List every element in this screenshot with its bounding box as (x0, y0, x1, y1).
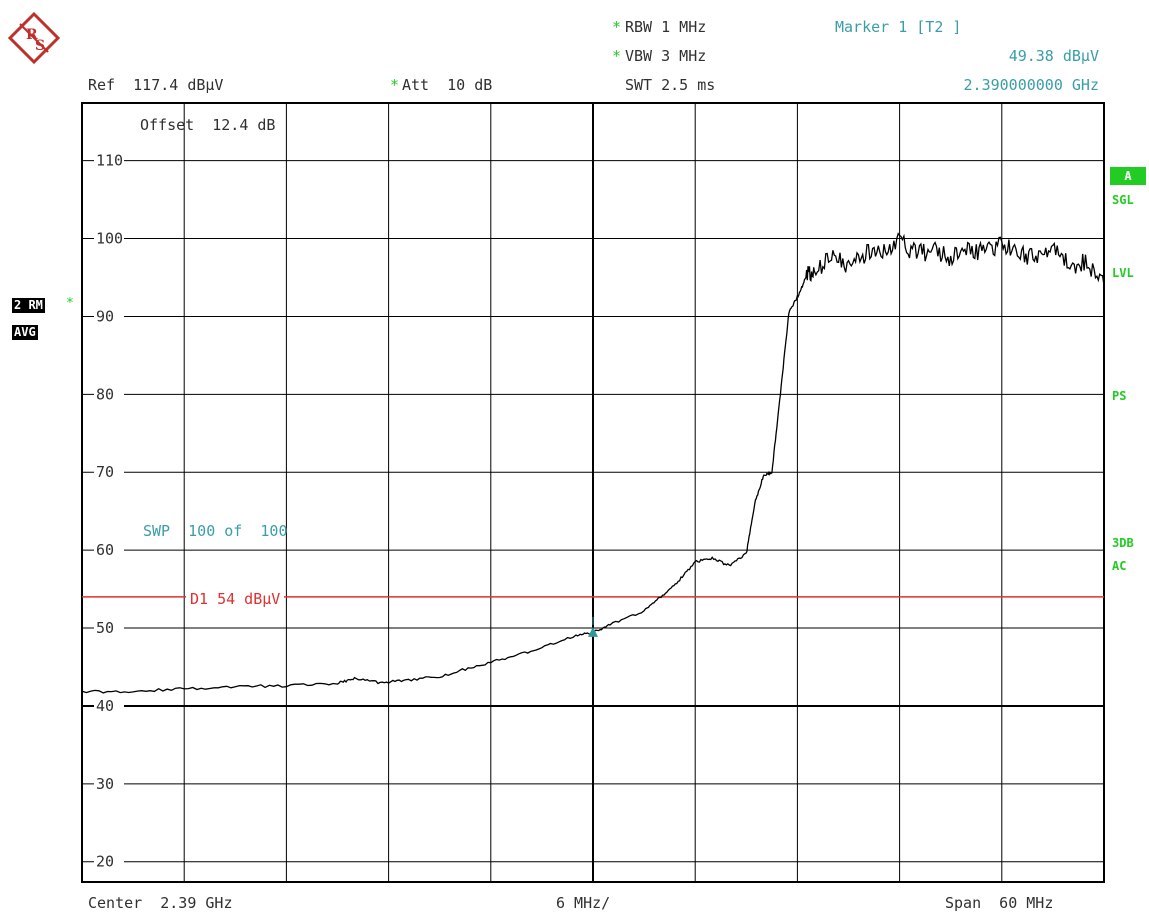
offset-label: Offset 12.4 dB (140, 116, 276, 134)
vbw: VBW 3 MHz (625, 47, 707, 65)
rbw: RBW 1 MHz (625, 18, 707, 36)
span: Span 60 MHz (945, 894, 1054, 912)
attenuation: Att 10 dB (402, 76, 493, 94)
grid (81, 102, 1105, 883)
status-ps: PS (1112, 389, 1127, 403)
marker-title: Marker 1 [T2 ] (835, 18, 962, 36)
status-ac: AC (1112, 559, 1127, 573)
rs-logo-icon: R S (7, 11, 61, 65)
sweep-time: SWT 2.5 ms (625, 76, 716, 94)
y-tick-label: 50 (96, 619, 114, 637)
y-tick-label: 100 (96, 230, 123, 248)
marker-level: 49.38 dBµV (1008, 47, 1099, 65)
y-tick-label: 90 (96, 307, 114, 325)
marker-1 (588, 616, 598, 637)
y-tick-label: 30 (96, 775, 114, 793)
status-a-badge: A (1110, 167, 1146, 185)
y-tick-label: 60 (96, 541, 114, 559)
marker-symbol (588, 626, 598, 637)
status-3db: 3DB (1112, 536, 1134, 550)
trace-avg-badge: AVG (12, 325, 38, 340)
ref-level: Ref 117.4 dBµV (88, 76, 224, 94)
marker-frequency: 2.390000000 GHz (963, 76, 1099, 94)
trace-rm-badge: 2 RM (12, 298, 45, 313)
y-tick-label: 80 (96, 385, 114, 403)
trace-line (81, 232, 1105, 694)
svg-text:S: S (35, 38, 45, 54)
center-frequency: Center 2.39 GHz (88, 894, 233, 912)
status-lvl: LVL (1112, 266, 1134, 280)
rs-logo: R S (7, 11, 61, 65)
frequency-per-division: 6 MHz/ (556, 894, 611, 912)
status-sgl: SGL (1112, 193, 1134, 207)
svg-text:R: R (26, 27, 38, 43)
y-tick-labels: 110 100 90 80 70 60 50 40 30 20 (94, 152, 124, 871)
trace-rm-star: * (66, 296, 74, 311)
y-tick-label: 70 (96, 463, 114, 481)
y-tick-label: 20 (96, 853, 114, 871)
rbw-star: * (612, 18, 622, 36)
vbw-star: * (612, 47, 622, 65)
y-tick-label: 110 (96, 152, 123, 170)
att-star: * (390, 76, 400, 94)
y-tick-label: 40 (96, 697, 114, 715)
sweep-count: SWP 100 of 100 (143, 522, 288, 540)
display-line-label: D1 54 dBµV (186, 590, 285, 608)
